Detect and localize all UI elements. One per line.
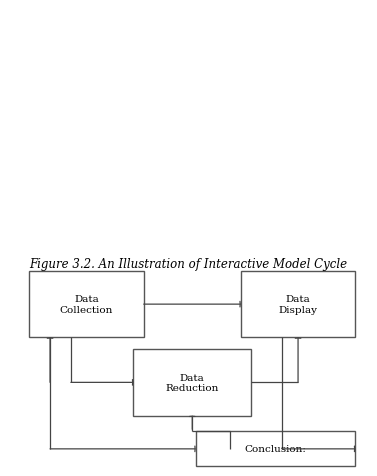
Text: Figure 3.2. An Illustration of Interactive Model Cycle: Figure 3.2. An Illustration of Interacti… [29,258,348,271]
Bar [196,431,355,466]
Bar [241,271,355,337]
Text: Data
Reduction: Data Reduction [166,373,219,392]
Bar [29,271,144,337]
Bar [133,349,251,416]
Text: Data
Display: Data Display [279,295,317,314]
Text: Data
Collection: Data Collection [60,295,113,314]
Text: Conclusion:: Conclusion: [245,445,307,454]
